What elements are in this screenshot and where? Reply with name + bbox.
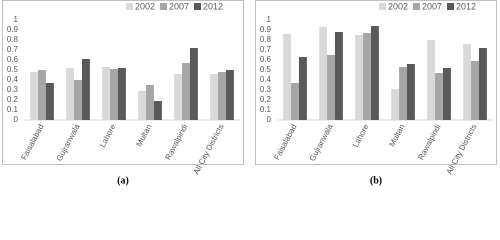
- bar: [225, 70, 234, 120]
- panel-border: [255, 0, 497, 165]
- bar: [45, 83, 54, 120]
- y-tick-label: 0.8: [7, 35, 19, 44]
- panel-border: [2, 0, 244, 165]
- bar: [189, 48, 198, 120]
- bar: [210, 74, 219, 120]
- bar: [182, 63, 190, 120]
- y-tick-label: 0.7: [260, 45, 272, 54]
- bar: [363, 33, 371, 120]
- legend-swatch: [126, 3, 133, 10]
- bar: [30, 72, 39, 120]
- bar: [218, 72, 226, 120]
- x-tick-label: Rawalpindi: [163, 123, 189, 162]
- bar: [471, 61, 479, 120]
- legend-label: 2007: [169, 1, 189, 11]
- bar: [442, 68, 451, 120]
- panel-caption: (a): [117, 175, 129, 186]
- legend-label: 2007: [422, 1, 442, 11]
- y-tick-label: 0.1: [260, 105, 272, 114]
- y-tick-label: 0.3: [260, 85, 272, 94]
- bar: [298, 57, 307, 120]
- x-tick-label: Gujranwala: [308, 122, 335, 162]
- bar: [110, 69, 118, 120]
- y-tick-label: 0.6: [7, 55, 19, 64]
- x-tick-label: Multan: [134, 123, 153, 148]
- y-tick-label: 0.4: [7, 75, 19, 84]
- y-tick-label: 0.2: [260, 95, 272, 104]
- y-tick-label: 0.8: [260, 35, 272, 44]
- legend-label: 2002: [388, 1, 408, 11]
- bar: [283, 34, 292, 120]
- y-tick-label: 0.4: [260, 75, 272, 84]
- y-tick-label: 0.3: [7, 85, 19, 94]
- bar: [391, 89, 400, 120]
- bar: [174, 74, 183, 120]
- bar: [399, 67, 407, 120]
- bar: [291, 83, 299, 120]
- bar: [435, 73, 443, 120]
- bar: [66, 68, 75, 120]
- y-tick-label: 0: [267, 115, 272, 124]
- panel-caption: (b): [370, 175, 382, 186]
- legend-label: 2012: [456, 1, 476, 11]
- legend-swatch: [447, 3, 454, 10]
- bar: [146, 85, 154, 120]
- x-tick-label: Multan: [387, 123, 406, 148]
- bar: [327, 55, 335, 120]
- legend-label: 2002: [135, 1, 155, 11]
- y-tick-label: 0.6: [260, 55, 272, 64]
- y-tick-label: 1: [14, 15, 19, 24]
- x-tick-label: Rawalpindi: [416, 123, 442, 162]
- bar: [406, 64, 415, 120]
- x-tick-label: All City Districts: [192, 123, 226, 176]
- legend-swatch: [413, 3, 420, 10]
- bar: [478, 48, 487, 120]
- bar: [81, 59, 90, 120]
- x-tick-label: All City Districts: [445, 123, 479, 176]
- y-tick-label: 0.1: [7, 105, 19, 114]
- legend-swatch: [194, 3, 201, 10]
- bar: [355, 35, 364, 120]
- y-tick-label: 0.7: [7, 45, 19, 54]
- bar: [74, 80, 82, 120]
- legend-swatch: [379, 3, 386, 10]
- bar: [370, 26, 379, 120]
- bar: [102, 67, 111, 120]
- y-tick-label: 0.9: [7, 25, 19, 34]
- bar: [38, 70, 46, 120]
- y-tick-label: 1: [267, 15, 272, 24]
- y-tick-label: 0.2: [7, 95, 19, 104]
- x-tick-label: Lahore: [98, 122, 118, 149]
- bar: [463, 44, 472, 120]
- bar: [319, 27, 328, 120]
- y-tick-label: 0: [14, 115, 19, 124]
- x-tick-label: Lahore: [351, 122, 371, 149]
- x-tick-label: Faisalabad: [19, 123, 45, 162]
- legend-swatch: [160, 3, 167, 10]
- bar: [117, 68, 126, 120]
- y-tick-label: 0.9: [260, 25, 272, 34]
- bar: [427, 40, 436, 120]
- y-tick-label: 0.5: [7, 65, 19, 74]
- legend-label: 2012: [203, 1, 223, 11]
- x-tick-label: Gujranwala: [55, 122, 82, 162]
- x-tick-label: Faisalabad: [272, 123, 298, 162]
- y-tick-label: 0.5: [260, 65, 272, 74]
- bar: [153, 101, 162, 120]
- bar: [138, 91, 147, 120]
- bar: [334, 32, 343, 120]
